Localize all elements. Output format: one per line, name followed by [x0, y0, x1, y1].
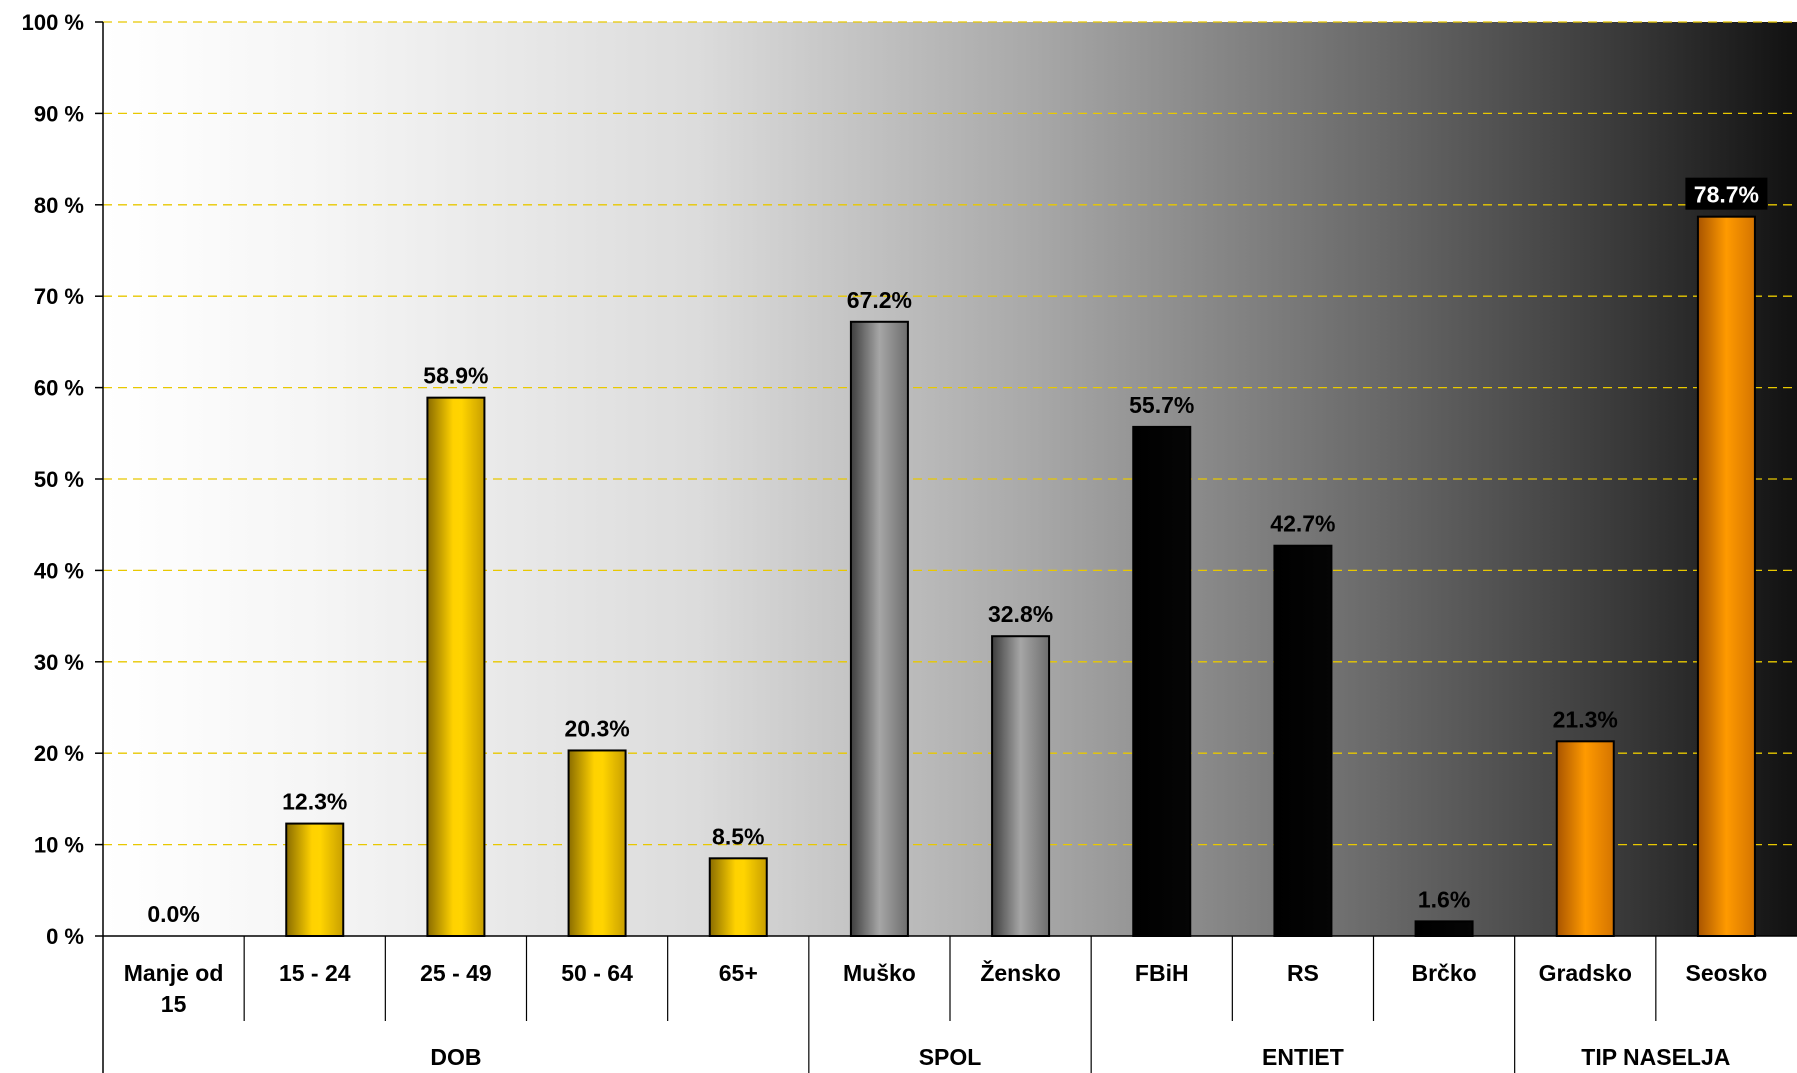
- category-label: Gradsko: [1539, 960, 1632, 986]
- category-label: 65+: [719, 960, 758, 986]
- data-label: 42.7%: [1270, 511, 1335, 537]
- category-label: 15 - 24: [279, 960, 351, 986]
- data-label: 67.2%: [847, 287, 912, 313]
- bar: [1132, 425, 1192, 937]
- bar: [1273, 544, 1333, 937]
- category-label: FBiH: [1135, 960, 1189, 986]
- bar: [1696, 215, 1756, 937]
- category-label: 25 - 49: [420, 960, 492, 986]
- data-label: 0.0%: [147, 901, 199, 927]
- bar: [708, 857, 768, 937]
- y-tick-label: 0 %: [46, 924, 84, 949]
- bar: [285, 822, 345, 937]
- bars: [285, 215, 1756, 938]
- data-label: 21.3%: [1553, 706, 1618, 732]
- x-axis: Manje od 15 15 - 24 25 - 49 50 - 64 65+ Muško Ž…: [103, 935, 1797, 1073]
- data-label: 58.9%: [423, 363, 488, 389]
- category-label: 50 - 64: [561, 960, 633, 986]
- gridlines: [103, 21, 1797, 846]
- y-tick-label: 30 %: [34, 650, 84, 675]
- data-label: 1.6%: [1418, 886, 1470, 912]
- category-label: Žensko: [980, 959, 1061, 986]
- y-tick-label: 90 %: [34, 101, 84, 126]
- group-label: DOB: [430, 1044, 481, 1070]
- data-label: 20.3%: [564, 715, 629, 741]
- y-tick-label: 70 %: [34, 284, 84, 309]
- bar: [849, 320, 909, 937]
- group-label: ENTIET: [1262, 1044, 1344, 1070]
- group-label: TIP NASELJA: [1581, 1044, 1730, 1070]
- data-label: 55.7%: [1129, 392, 1194, 418]
- y-tick-label: 60 %: [34, 376, 84, 401]
- y-axis: 0 % 10 % 20 % 30 % 40 % 50 % 60 % 70 % 80 % 90 % 1…: [22, 10, 104, 1073]
- y-tick-label: 40 %: [34, 558, 84, 583]
- bar: [567, 749, 627, 938]
- category-label: Manje od: [124, 960, 224, 986]
- y-tick-label: 50 %: [34, 467, 84, 492]
- y-tick-label: 10 %: [34, 833, 84, 858]
- bar: [1555, 740, 1615, 937]
- y-tick-label: 20 %: [34, 741, 84, 766]
- category-label: Seosko: [1686, 960, 1768, 986]
- y-tick-label: 80 %: [34, 193, 84, 218]
- bar: [991, 635, 1051, 937]
- data-label: 78.7%: [1694, 182, 1759, 208]
- group-label: SPOL: [919, 1044, 982, 1070]
- category-label: Muško: [843, 960, 916, 986]
- data-labels: 0.0% 12.3% 58.9% 20.3% 8.5% 67.2% 32.8% 55.7% 42…: [147, 177, 1768, 927]
- category-label: Brčko: [1411, 960, 1476, 986]
- y-tick-label: 100 %: [22, 10, 84, 35]
- bar: [426, 396, 486, 937]
- category-label: 15: [161, 991, 187, 1017]
- data-label-background: [1685, 177, 1768, 210]
- data-label: 12.3%: [282, 789, 347, 815]
- bar: [1414, 920, 1474, 937]
- category-label: RS: [1287, 960, 1319, 986]
- data-label: 8.5%: [712, 823, 764, 849]
- data-label: 32.8%: [988, 601, 1053, 627]
